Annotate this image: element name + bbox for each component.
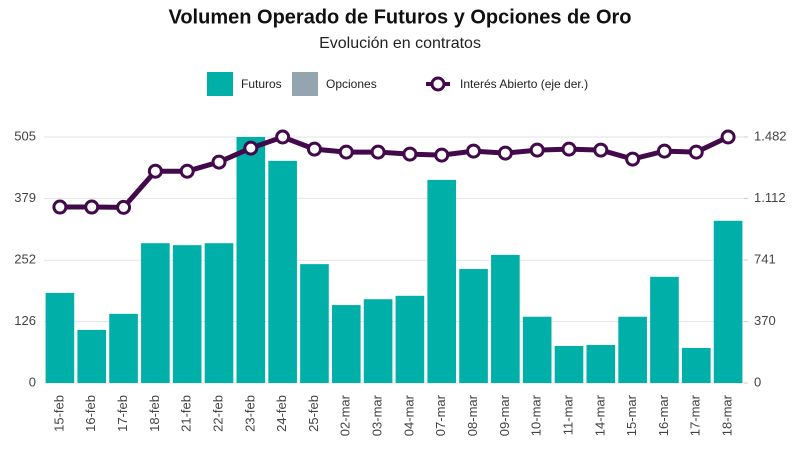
line-marker [116,199,132,215]
x-tick-label: 22-feb [210,395,225,432]
line-marker [656,143,672,159]
bar [618,316,647,383]
bar [45,292,75,383]
line-marker [688,144,704,160]
bar [77,329,107,383]
chart-subtitle: Evolución en contratos [319,35,481,52]
x-tick-label: 18-mar [720,394,735,436]
bar [236,137,266,383]
x-tick-label: 03-mar [370,394,385,436]
line-marker [625,151,641,167]
bar [172,245,202,383]
bar [204,243,234,383]
x-tick-label: 17-mar [688,394,703,436]
line-marker [52,199,68,215]
x-tick-label: 21-feb [179,395,194,432]
y2-tick-label: 0 [754,374,761,389]
bar [109,313,138,383]
y2-tick-label: 1.482 [754,128,787,143]
x-tick-label: 16-mar [656,394,671,436]
line-marker [243,140,259,156]
x-tick-label: 07-mar [433,394,448,436]
line-marker [529,142,545,158]
bar [427,179,457,383]
x-tick-label: 02-mar [338,394,353,436]
bar [459,269,488,383]
chart-title: Volumen Operado de Futuros y Opciones de… [168,6,631,28]
line-marker [466,143,482,159]
line-marker [147,163,163,179]
line-marker [179,163,195,179]
legend-swatch [207,72,233,96]
y2-tick-label: 370 [754,313,776,328]
x-tick-label: 16-feb [83,395,98,432]
x-tick-label: 23-feb [242,395,257,432]
x-tick-label: 25-feb [306,395,321,432]
legend: Futuros Opciones Interés Abierto (eje der.… [207,72,588,96]
bar [713,220,743,383]
bar [522,316,552,383]
x-tick-label: 08-mar [465,394,480,436]
line-marker [402,146,418,162]
bar [681,347,711,383]
y-tick-label: 505 [14,128,36,143]
legend-label: Futuros [241,77,282,91]
x-tick-label: 04-mar [401,394,416,436]
y2-tick-label: 741 [754,251,776,266]
y-tick-label: 0 [29,374,36,389]
bar [395,295,425,383]
bar [300,264,329,383]
line-marker [211,154,227,170]
x-tick-label: 09-mar [497,394,512,436]
bar [331,305,361,383]
bar [363,299,393,383]
bar [586,345,616,383]
x-tick-label: 10-mar [529,394,544,436]
legend-marker [430,76,446,92]
line-marker [306,141,322,157]
y-tick-label: 252 [14,252,36,267]
line-marker [593,142,609,158]
bar [491,254,520,383]
x-tick-label: 18-feb [147,395,162,432]
legend-swatch [292,72,318,96]
x-tick-label: 24-feb [274,395,289,432]
line-marker [561,141,577,157]
bar [268,160,297,383]
bar [650,276,679,383]
y-tick-label: 379 [14,190,36,205]
line-marker [434,147,450,163]
line-marker [84,199,100,215]
line-marker [275,129,291,145]
line-marker [720,129,736,145]
line-marker [338,144,354,160]
bar [141,243,170,383]
y-tick-label: 126 [14,313,36,328]
x-tick-label: 17-feb [115,395,130,432]
x-tick-label: 15-mar [624,394,639,436]
x-tick-label: 11-mar [560,394,575,435]
x-tick-label: 15-feb [51,395,66,432]
y2-tick-label: 1.112 [754,190,786,205]
line [59,134,730,210]
legend-label: Opciones [326,77,377,91]
line-marker [370,144,386,160]
legend-label: Interés Abierto (eje der.) [460,77,588,91]
bar [554,345,584,383]
line-marker [497,145,513,161]
x-tick-label: 14-mar [592,394,607,436]
